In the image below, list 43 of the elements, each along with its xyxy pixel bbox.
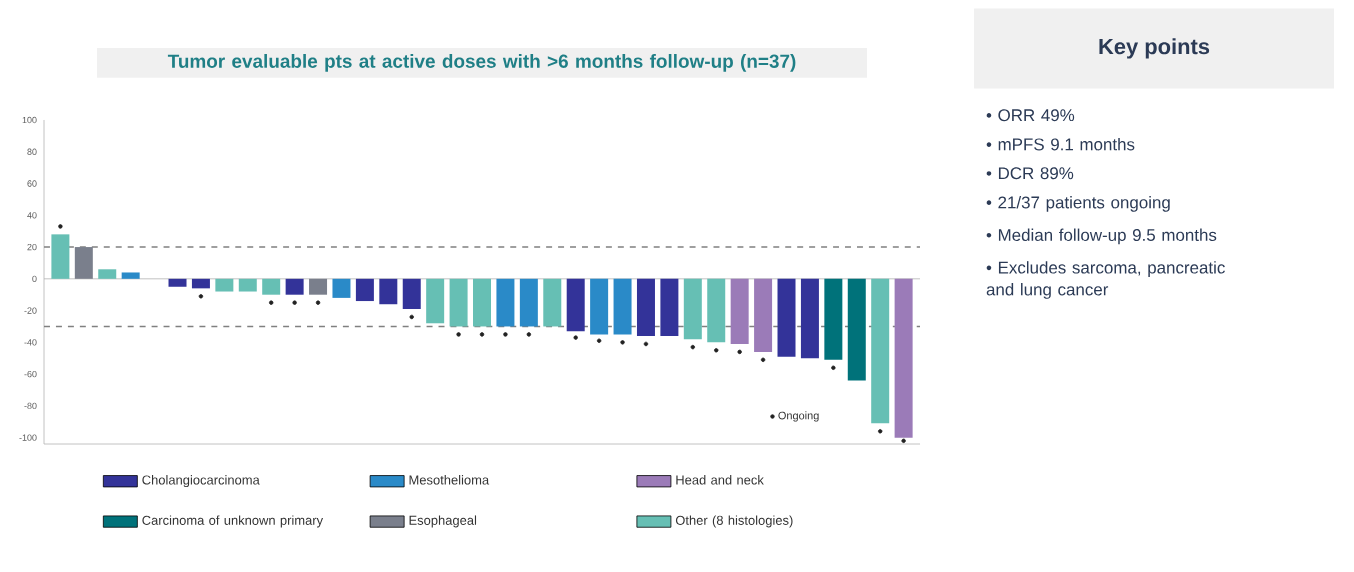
chart-title: Tumor evaluable pts at active doses with >6 months follow-up (n=37) [167, 53, 796, 72]
bar [754, 278, 773, 352]
bar [332, 278, 351, 298]
bar [683, 278, 702, 340]
bar [777, 278, 796, 357]
bar [660, 278, 679, 336]
bar [98, 269, 117, 279]
bar [473, 278, 492, 327]
bar [613, 278, 632, 335]
bar [894, 278, 913, 438]
bar [215, 278, 234, 292]
text: Key points [1099, 38, 1210, 59]
bar [707, 278, 726, 343]
bar [824, 278, 843, 360]
bar [121, 272, 140, 279]
bar [238, 278, 257, 292]
bar [402, 278, 421, 309]
bar [730, 278, 749, 344]
text: • Median follow-up 9.5 months [986, 228, 1217, 245]
text: • 21/37 patients ongoing [986, 195, 1170, 212]
bar [566, 278, 585, 332]
bar [51, 234, 70, 279]
bar [262, 278, 281, 295]
text: • ORR 49% [986, 109, 1075, 122]
bar [379, 278, 398, 305]
bar [449, 278, 468, 327]
bar [309, 278, 328, 295]
bar [519, 278, 538, 327]
text: • Excludes sarcoma, pancreatic and lung cancer [986, 261, 1225, 299]
bar [355, 278, 374, 302]
bar [191, 278, 210, 289]
bar [800, 278, 819, 359]
bar [543, 278, 562, 327]
bar [426, 278, 445, 324]
bar [871, 278, 890, 424]
text: • mPFS 9.1 months [986, 137, 1135, 151]
bar [168, 278, 187, 287]
bar [847, 278, 866, 381]
text: • DCR 89% [986, 167, 1074, 180]
bar [496, 278, 515, 327]
bar [636, 278, 655, 336]
bar [285, 278, 304, 295]
bar [590, 278, 609, 335]
